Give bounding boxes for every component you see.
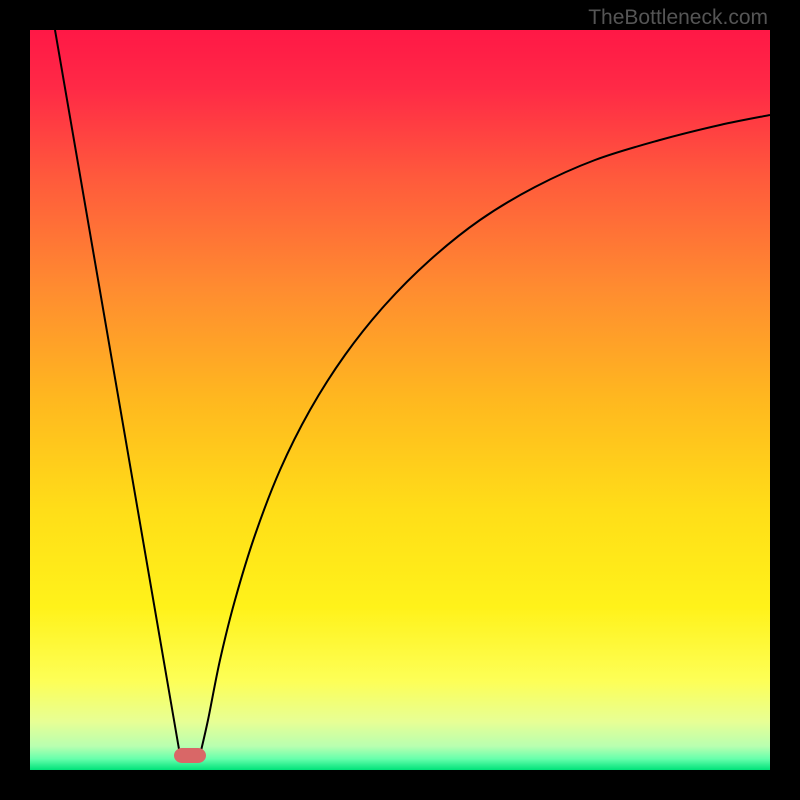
chart-svg — [0, 0, 800, 800]
attribution-text: TheBottleneck.com — [588, 6, 768, 30]
chart-root: TheBottleneck.com — [0, 0, 800, 800]
valley-marker — [174, 748, 206, 763]
